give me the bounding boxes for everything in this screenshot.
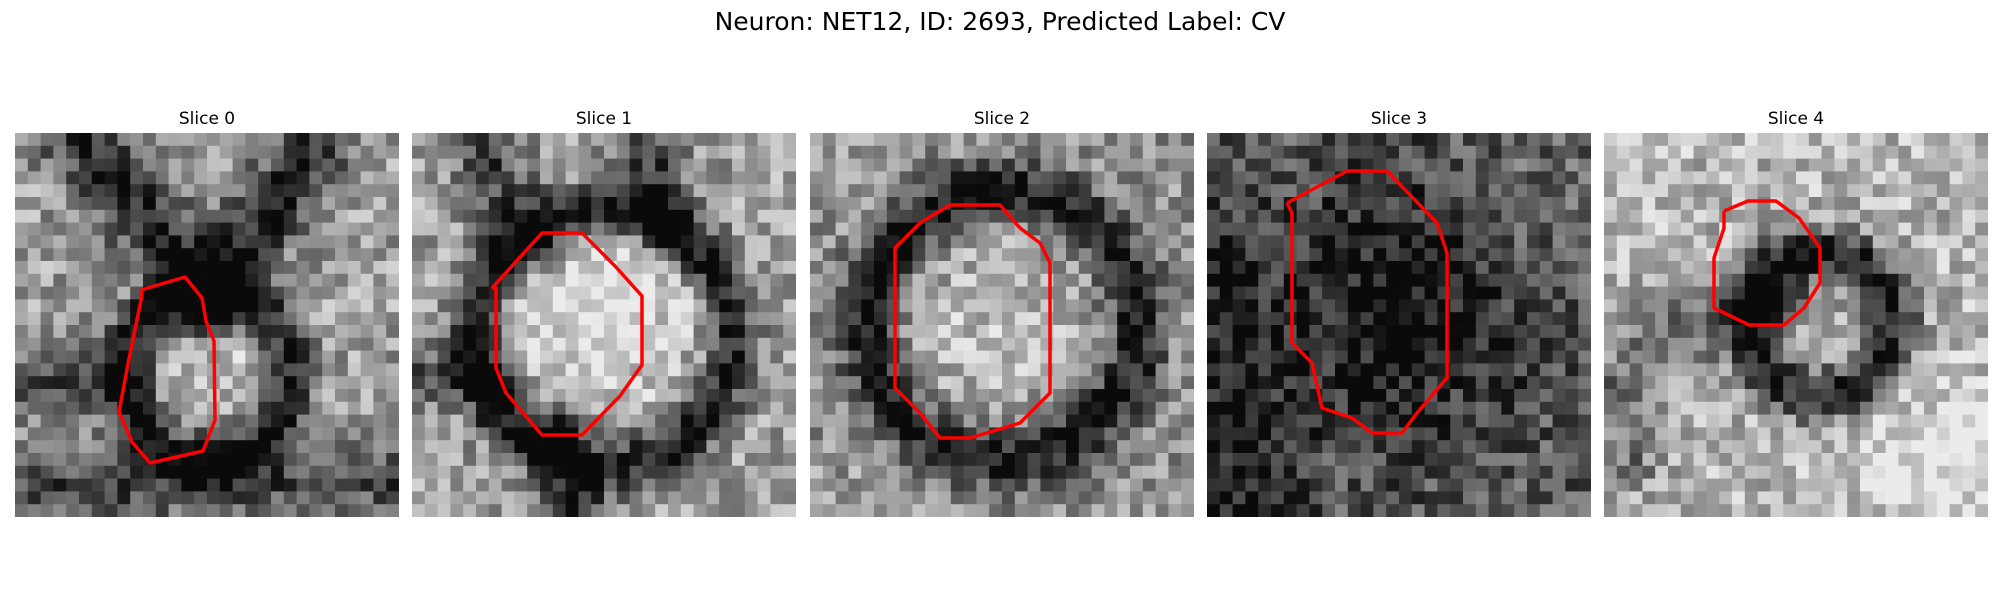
slice-image-0 bbox=[15, 133, 399, 517]
slice-title: Slice 0 bbox=[178, 109, 236, 129]
slice-image-1 bbox=[412, 133, 796, 517]
slice-title: Slice 3 bbox=[1370, 109, 1428, 129]
slice-image-3 bbox=[1207, 133, 1591, 517]
slice-image-2 bbox=[810, 133, 1194, 517]
slice-title: Slice 4 bbox=[1767, 109, 1825, 129]
segmentation-contour bbox=[117, 275, 217, 465]
slice-title: Slice 1 bbox=[575, 109, 633, 129]
micrograph-pixels bbox=[1207, 133, 1591, 517]
slice-image-4 bbox=[1604, 133, 1988, 517]
figure-title: Neuron: NET12, ID: 2693, Predicted Label… bbox=[714, 7, 1286, 36]
micrograph-pixels bbox=[810, 133, 1194, 517]
micrograph-pixels bbox=[412, 133, 796, 517]
slice-title: Slice 2 bbox=[973, 109, 1031, 129]
segmentation-contour bbox=[1285, 169, 1449, 435]
micrograph-pixels bbox=[15, 133, 399, 517]
micrograph-pixels bbox=[1604, 133, 1988, 517]
segmentation-contour bbox=[1712, 199, 1822, 327]
segmentation-contour bbox=[490, 231, 644, 437]
segmentation-contour bbox=[893, 203, 1052, 440]
